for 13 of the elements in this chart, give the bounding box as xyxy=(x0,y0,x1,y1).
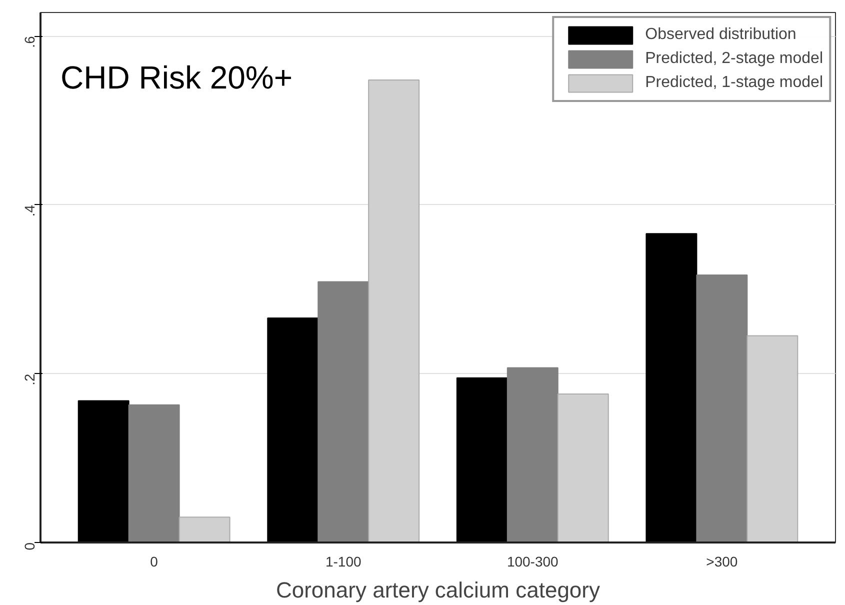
x-tick-label: 100-300 xyxy=(506,554,559,570)
legend-label: Predicted, 2-stage model xyxy=(645,50,823,68)
y-tick-label: .2 xyxy=(22,373,38,386)
legend-label: Observed distribution xyxy=(645,26,796,44)
x-tick-label: >300 xyxy=(706,554,738,570)
y-tick-label: .4 xyxy=(22,204,38,217)
x-tick-label: 0 xyxy=(150,554,158,570)
y-tick-label: .6 xyxy=(22,36,38,48)
text: CHD Risk 20%+ xyxy=(60,60,293,96)
y-tick-label: 0 xyxy=(22,542,38,550)
x-tick-label: 1-100 xyxy=(325,554,362,570)
legend-label: Predicted, 1-stage model xyxy=(645,74,823,92)
x-axis-title: Coronary artery calcium category xyxy=(276,578,600,602)
